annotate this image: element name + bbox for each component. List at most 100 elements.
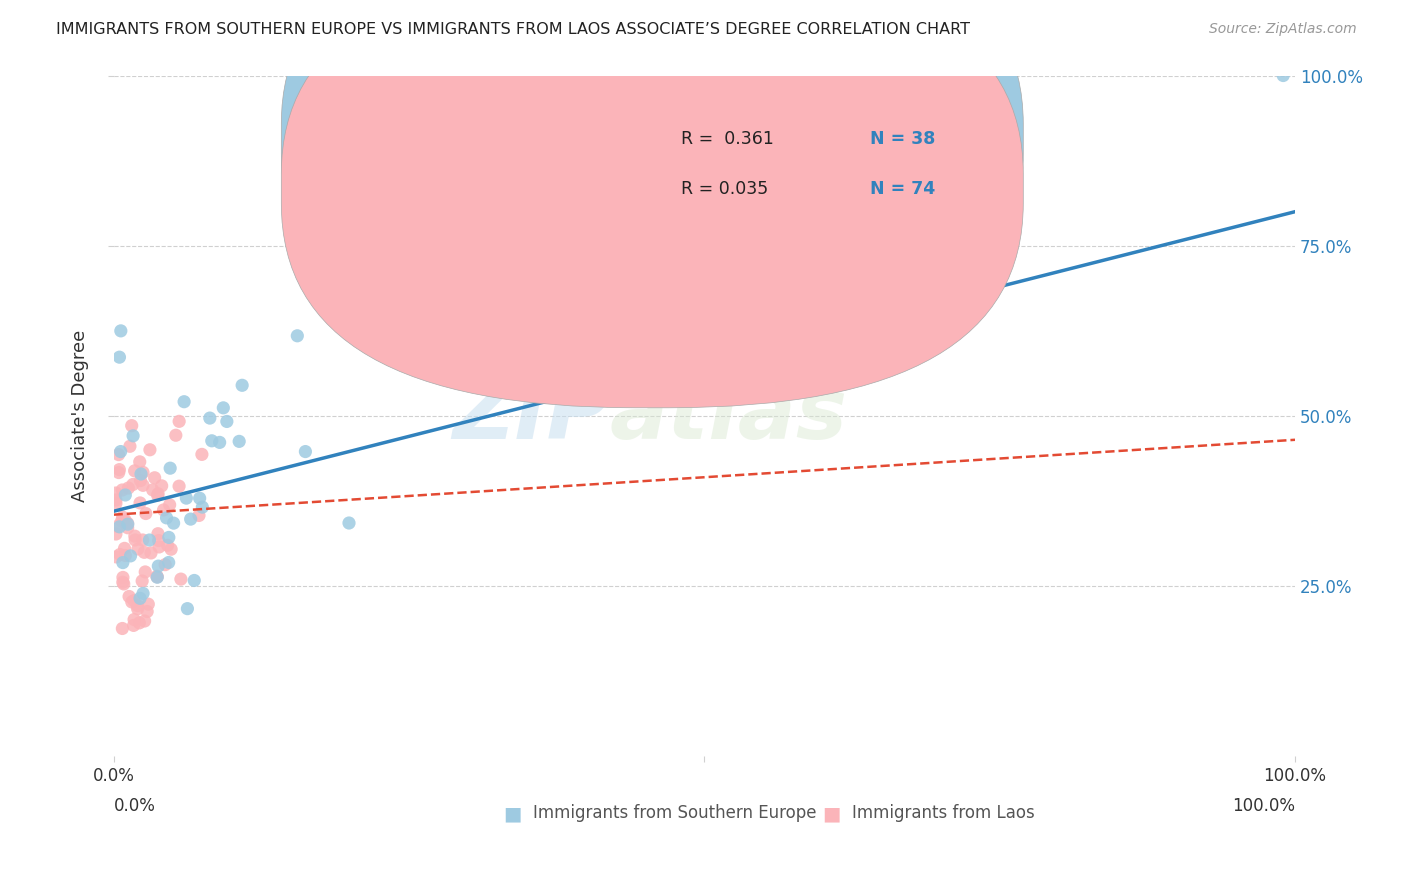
Point [134, 545, 156, 559]
Point [121, 418, 143, 433]
Point [135, 507, 157, 521]
Text: Source: ZipAtlas.com: Source: ZipAtlas.com [1209, 22, 1357, 37]
Point [107, 448, 129, 462]
Text: ■: ■ [823, 804, 841, 823]
Point [138, 533, 160, 547]
Point [160, 542, 183, 557]
Point [143, 471, 166, 485]
Point [104, 493, 127, 508]
Point [201, 434, 224, 448]
Point [150, 479, 173, 493]
Point [111, 483, 134, 497]
Point [1272, 69, 1295, 83]
Point [134, 614, 156, 628]
Point [129, 474, 152, 488]
Point [146, 569, 169, 583]
Point [129, 467, 152, 481]
Point [104, 527, 127, 541]
Point [191, 500, 214, 515]
Point [136, 597, 159, 611]
Point [111, 556, 134, 570]
Point [159, 498, 181, 512]
Point [152, 503, 174, 517]
Point [132, 466, 155, 480]
Point [129, 591, 152, 606]
Point [231, 378, 253, 392]
Text: atlas: atlas [610, 375, 848, 458]
Y-axis label: Associate's Degree: Associate's Degree [72, 330, 89, 502]
Point [124, 529, 146, 543]
Text: Immigrants from Southern Europe: Immigrants from Southern Europe [533, 804, 817, 822]
FancyBboxPatch shape [281, 0, 1024, 408]
Point [148, 533, 170, 548]
Point [117, 516, 139, 531]
Point [173, 394, 195, 409]
Point [157, 556, 180, 570]
Point [111, 514, 134, 528]
Point [108, 350, 131, 364]
Point [105, 549, 128, 564]
Text: ■: ■ [503, 804, 522, 823]
Point [285, 328, 308, 343]
Point [127, 541, 149, 556]
Point [104, 486, 127, 500]
Point [107, 466, 129, 480]
Point [180, 512, 202, 526]
Point [128, 455, 150, 469]
Point [108, 548, 131, 562]
Point [188, 508, 211, 523]
Point [165, 428, 187, 442]
Point [122, 593, 145, 607]
Point [122, 477, 145, 491]
Point [108, 462, 131, 476]
Point [148, 559, 170, 574]
Point [128, 615, 150, 630]
Point [132, 586, 155, 600]
Point [183, 574, 205, 588]
Point [146, 488, 169, 502]
Point [114, 549, 136, 563]
Point [170, 572, 193, 586]
Point [127, 599, 149, 613]
Point [118, 439, 141, 453]
Point [337, 516, 360, 530]
Point [142, 483, 165, 497]
Point [155, 511, 177, 525]
Point [146, 570, 169, 584]
Point [111, 622, 134, 636]
Point [134, 565, 156, 579]
Point [131, 533, 153, 547]
Point [198, 411, 221, 425]
Point [136, 605, 159, 619]
Point [111, 570, 134, 584]
Point [157, 531, 180, 545]
Point [124, 464, 146, 478]
Point [215, 414, 238, 428]
Text: N = 38: N = 38 [870, 130, 935, 148]
Point [114, 488, 136, 502]
Point [167, 414, 190, 428]
Text: N = 74: N = 74 [870, 179, 935, 197]
Point [228, 434, 250, 449]
Text: 0.0%: 0.0% [114, 797, 156, 815]
Point [105, 519, 128, 533]
Text: IMMIGRANTS FROM SOUTHERN EUROPE VS IMMIGRANTS FROM LAOS ASSOCIATE’S DEGREE CORRE: IMMIGRANTS FROM SOUTHERN EUROPE VS IMMIG… [56, 22, 970, 37]
Text: 100.0%: 100.0% [1232, 797, 1295, 815]
Point [124, 533, 146, 547]
Point [176, 491, 198, 505]
Point [122, 429, 145, 443]
Point [153, 558, 176, 572]
Point [122, 618, 145, 632]
Point [139, 442, 162, 457]
Text: Immigrants from Laos: Immigrants from Laos [852, 804, 1035, 822]
Point [118, 590, 141, 604]
Point [176, 601, 198, 615]
Point [146, 487, 169, 501]
Text: R =  0.361: R = 0.361 [681, 130, 773, 148]
Point [188, 491, 211, 506]
Point [104, 496, 127, 510]
Text: R = 0.035: R = 0.035 [681, 179, 768, 197]
Point [294, 444, 316, 458]
FancyBboxPatch shape [616, 136, 976, 228]
FancyBboxPatch shape [281, 0, 1024, 358]
